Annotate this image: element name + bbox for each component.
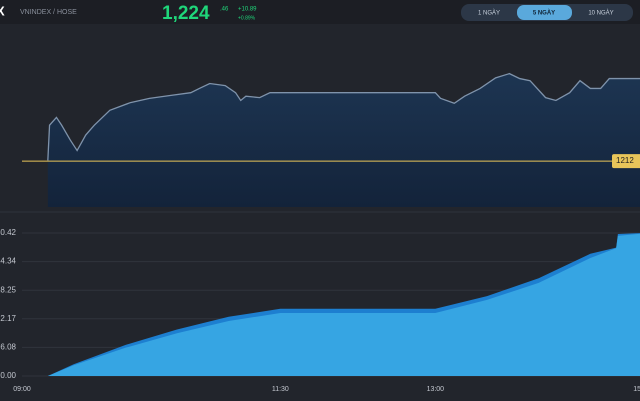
change: +10.89 [238,7,257,13]
change-pct: +0.89% [238,15,256,21]
y-tick-label: 0.00 [0,371,16,380]
y-tick-label: 6.08 [0,343,16,352]
x-tick-label: 15:00 [633,386,640,393]
y-tick-label: 12.17 [0,314,17,323]
symbol: VNINDEX / HOSE [20,9,77,16]
price-area [47,73,640,207]
tab[interactable]: 1 NGÀY [478,10,500,17]
logo: X [0,3,5,18]
price: 1,224 [162,3,210,24]
x-tick-label: 09:00 [13,386,31,393]
reference-label: 1212 [616,156,634,165]
y-tick-label: 30.42 [0,228,17,237]
tab[interactable]: 10 NGÀY [588,10,613,17]
price-decimals: .46 [220,7,229,13]
tab[interactable]: 5 NGÀY [533,10,555,17]
x-tick-label: 13:00 [427,386,445,393]
reference-tag [612,154,640,169]
y-tick-label: 24.34 [0,257,17,266]
y-tick-label: 18.25 [0,285,17,294]
tab-active-bg [517,5,572,20]
price-line [47,72,640,161]
x-tick-label: 11:30 [272,386,289,393]
volume-area [47,233,640,376]
